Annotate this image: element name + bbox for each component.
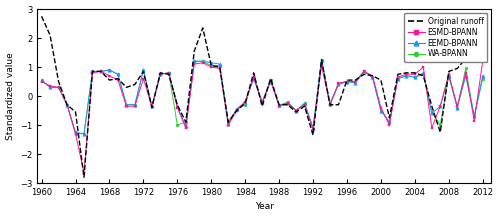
- X-axis label: Year: Year: [255, 202, 274, 211]
- Legend: Original runoff, ESMD-BPANN, EEMD-BPANN, WA-BPANN: Original runoff, ESMD-BPANN, EEMD-BPANN,…: [404, 13, 487, 62]
- Y-axis label: Standardized value: Standardized value: [6, 52, 15, 140]
